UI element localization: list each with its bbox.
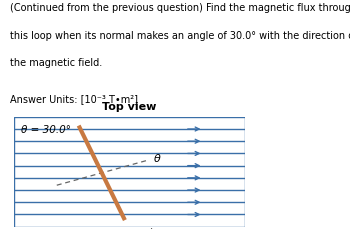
Text: (Continued from the previous question) Find the magnetic flux through: (Continued from the previous question) F… — [10, 3, 350, 14]
Text: θ: θ — [154, 154, 160, 164]
Text: Answer Units: [10⁻³ T•m²]: Answer Units: [10⁻³ T•m²] — [10, 94, 139, 104]
Text: the magnetic field.: the magnetic field. — [10, 58, 103, 68]
Text: Top view: Top view — [102, 102, 157, 112]
Text: θ = 30.0°: θ = 30.0° — [21, 125, 71, 135]
Text: this loop when its normal makes an angle of 30.0° with the direction of: this loop when its normal makes an angle… — [10, 31, 350, 41]
